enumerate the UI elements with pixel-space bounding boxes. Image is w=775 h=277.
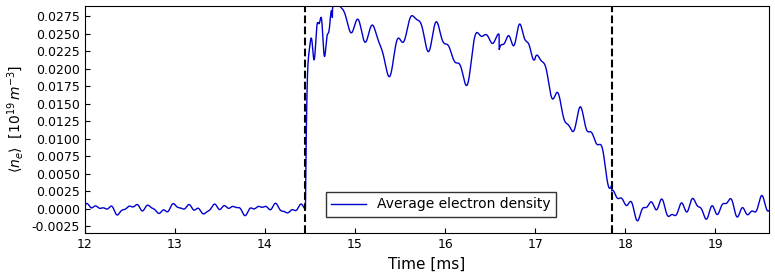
Line: Average electron density: Average electron density [84, 1, 770, 221]
Average electron density [765, 209, 774, 212]
X-axis label: Time [ms]: Time [ms] [388, 257, 466, 271]
Average electron density [643, 204, 653, 207]
Average electron density [205, 209, 214, 212]
Average electron density [342, 17, 351, 21]
Average electron density [632, 219, 642, 222]
Average electron density [80, 204, 89, 207]
Average electron density [331, 0, 340, 2]
Average electron density [491, 37, 500, 41]
Average electron density [525, 47, 535, 50]
Legend: Average electron density: Average electron density [326, 192, 556, 217]
Average electron density [591, 141, 601, 144]
Y-axis label: $\langle n_e \rangle$  $[10^{19}\,m^{-3}]$: $\langle n_e \rangle$ $[10^{19}\,m^{-3}]… [5, 65, 26, 173]
